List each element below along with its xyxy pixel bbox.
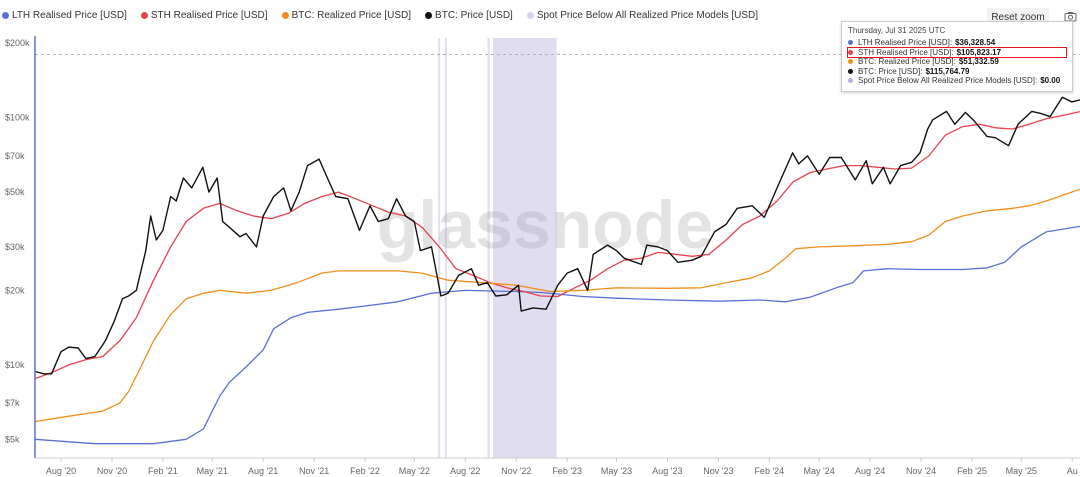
y-tick-label: $70k <box>5 151 25 161</box>
series-marker-icon <box>848 68 853 74</box>
x-tick-label: Feb '22 <box>350 466 380 476</box>
x-tick-label: May '25 <box>1006 466 1037 476</box>
lth-realised-price-line[interactable] <box>34 225 1080 445</box>
y-tick-label: $20k <box>5 285 25 295</box>
x-tick-label: Feb '21 <box>148 466 178 476</box>
btc-price-line[interactable] <box>34 96 1080 375</box>
x-tick-label: Nov '24 <box>906 466 936 476</box>
tooltip-row-sth: STH Realised Price [USD]: $105,823.17 <box>847 46 1067 58</box>
x-tick-label: May '22 <box>399 466 430 476</box>
tooltip-value: $0.00 <box>1040 76 1061 86</box>
y-tick-label: $30k <box>5 242 25 252</box>
series-marker-icon <box>848 40 853 46</box>
legend-label: STH Realised Price [USD] <box>150 9 268 21</box>
realized-price-line[interactable] <box>34 188 1080 423</box>
legend-marker-icon <box>140 11 148 19</box>
tooltip-label: LTH Realised Price [USD]: <box>858 38 953 48</box>
y-tick-label: $7k <box>5 398 20 408</box>
below-models-band <box>492 38 557 458</box>
tooltip-row-lth: LTH Realised Price [USD]: $36,328.54 <box>848 38 1066 48</box>
tooltip: Thursday, Jul 31 2025 UTC LTH Realised P… <box>841 21 1073 92</box>
tooltip-row-below-models: Spot Price Below All Realized Price Mode… <box>848 76 1066 86</box>
x-tick-label: Nov '23 <box>703 466 733 476</box>
x-tick-label: May '21 <box>197 466 228 476</box>
x-tick-label: Feb '24 <box>754 466 784 476</box>
x-tick-label: Feb '25 <box>957 466 987 476</box>
watermark: glassnode <box>377 187 713 263</box>
tooltip-date: Thursday, Jul 31 2025 UTC <box>848 26 946 35</box>
legend: LTH Realised Price [USD] STH Realised Pr… <box>2 6 758 24</box>
legend-marker-icon <box>526 11 534 19</box>
sth-realised-price-line[interactable] <box>34 110 1080 380</box>
legend-label: BTC: Price [USD] <box>435 9 513 21</box>
x-tick-label: Nov '22 <box>501 466 531 476</box>
y-tick-label: $10k <box>5 360 25 370</box>
below-all-models-bands <box>438 38 557 458</box>
legend-item-sth[interactable]: STH Realised Price [USD] <box>140 6 268 24</box>
y-tick-label: $50k <box>5 187 25 197</box>
tooltip-row-realized: BTC: Realized Price [USD]: $51,332.59 <box>848 57 1066 67</box>
tooltip-row-price: BTC: Price [USD]: $115,764.79 <box>848 67 1066 77</box>
series-marker-icon <box>848 78 853 84</box>
x-tick-label: May '23 <box>601 466 632 476</box>
legend-marker-icon <box>425 11 433 19</box>
legend-label: Spot Price Below All Realized Price Mode… <box>536 9 759 21</box>
x-tick-label: Nov '20 <box>97 466 127 476</box>
x-tick-label: Aug '23 <box>652 466 682 476</box>
x-tick-label: Aug '20 <box>46 466 76 476</box>
legend-label: LTH Realised Price [USD] <box>12 9 127 21</box>
legend-marker-icon <box>2 11 9 19</box>
series-marker-icon <box>848 59 853 65</box>
tooltip-value: $105,823.17 <box>956 47 1002 57</box>
legend-item-lth[interactable]: LTH Realised Price [USD] <box>2 6 127 24</box>
y-tick-label: $100k <box>5 113 30 123</box>
x-tick-label: Aug '24 <box>855 466 885 476</box>
x-tick-label: Nov '21 <box>299 466 329 476</box>
x-tick-label: Feb '23 <box>552 466 582 476</box>
legend-item-price[interactable]: BTC: Price [USD] <box>425 6 513 24</box>
below-models-band <box>444 38 447 458</box>
x-tick-label: Au <box>1067 466 1078 476</box>
tooltip-label: BTC: Realized Price [USD]: <box>858 57 956 67</box>
x-axis: Aug '20 Nov '20 Feb '21 May '21 Aug '21 Nov '… <box>35 457 1080 476</box>
legend-marker-icon <box>281 11 289 19</box>
legend-item-realized[interactable]: BTC: Realized Price [USD] <box>281 6 412 24</box>
legend-label: BTC: Realized Price [USD] <box>291 9 412 21</box>
below-models-band <box>438 38 441 458</box>
tooltip-value: $36,328.54 <box>955 38 996 48</box>
x-tick-label: May '24 <box>804 466 835 476</box>
tooltip-value: $51,332.59 <box>958 57 999 67</box>
series-marker-icon <box>848 49 853 55</box>
tooltip-label: STH Realised Price [USD]: <box>858 47 954 57</box>
y-tick-label: $5k <box>5 434 20 444</box>
y-axis: $5k $7k $10k $20k $30k $50k $70k $100k $200k <box>5 36 36 458</box>
y-tick-label: $200k <box>5 38 30 48</box>
below-models-band <box>487 38 490 458</box>
tooltip-label: Spot Price Below All Realized Price Mode… <box>858 76 1038 86</box>
x-tick-label: Aug '21 <box>248 466 278 476</box>
legend-item-below-models[interactable]: Spot Price Below All Realized Price Mode… <box>526 6 759 24</box>
tooltip-label: BTC: Price [USD]: <box>858 66 923 76</box>
chart-series <box>34 96 1080 445</box>
x-tick-label: Aug '22 <box>450 466 480 476</box>
tooltip-value: $115,764.79 <box>925 66 970 76</box>
